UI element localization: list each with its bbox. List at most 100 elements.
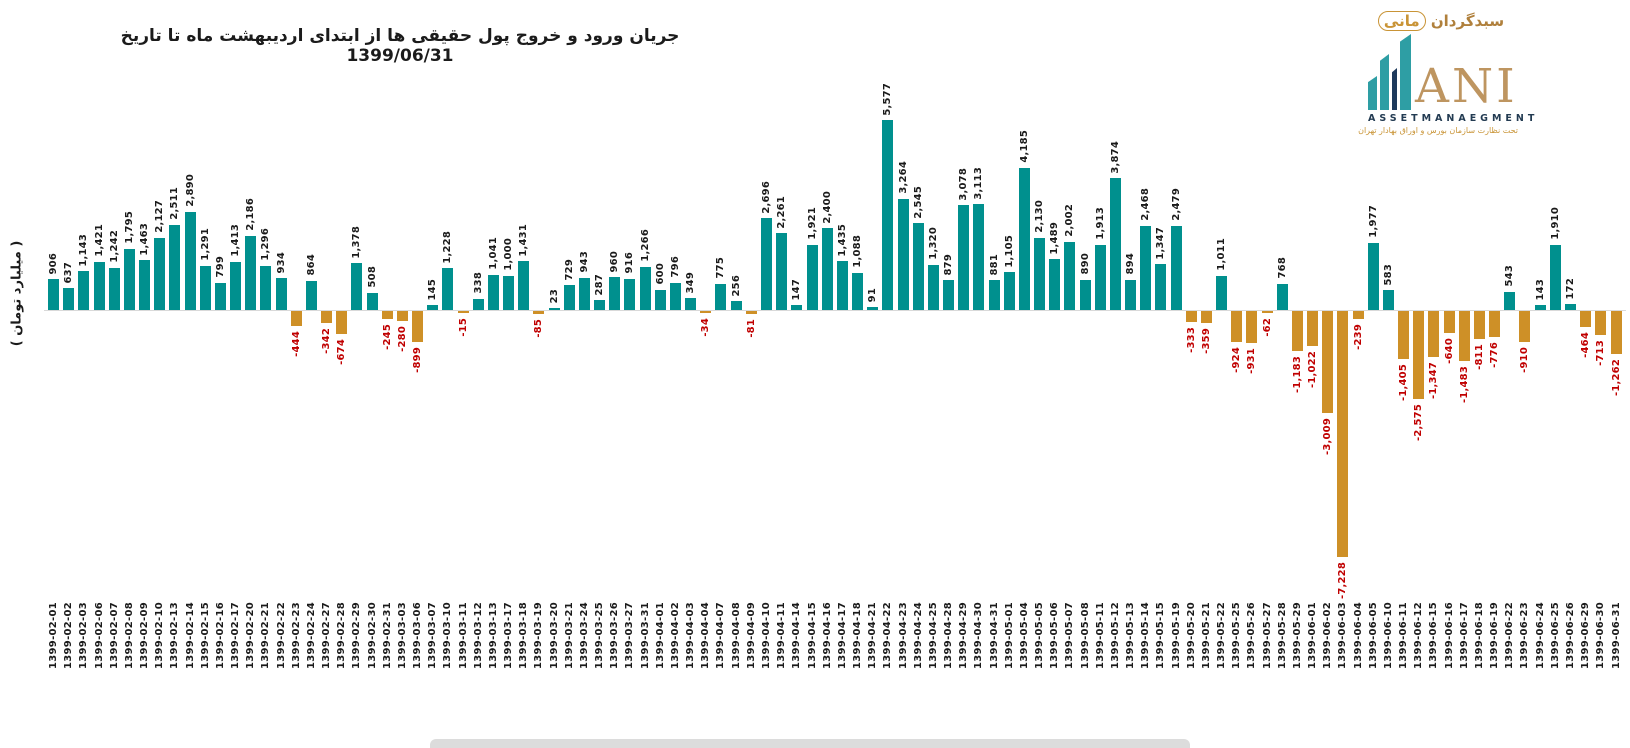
bar — [1094, 244, 1106, 310]
bar — [1580, 311, 1592, 327]
bar — [412, 311, 424, 342]
bar-value-label: 256 — [730, 274, 742, 297]
bar — [533, 311, 545, 314]
bar — [624, 278, 636, 310]
bar — [245, 235, 257, 310]
x-tick-label: 1399-04-08 — [730, 602, 742, 669]
bar — [1261, 311, 1273, 314]
bar-value-label: 916 — [624, 252, 636, 274]
bar — [594, 300, 606, 310]
x-tick-label: 1399-04-03 — [685, 602, 697, 669]
x-tick-label: 1399-04-23 — [897, 602, 909, 669]
x-tick-label: 1399-02-28 — [336, 602, 348, 669]
bar-value-label: 775 — [715, 257, 727, 279]
bar — [1519, 311, 1531, 342]
bar-value-label: -924 — [1231, 347, 1243, 374]
bar — [199, 266, 211, 310]
x-tick-label: 1399-05-05 — [1034, 602, 1046, 669]
x-tick-label: 1399-06-15 — [1428, 602, 1440, 669]
brand-regulator-text: تحت نظارت سازمان بورس و اوراق بهادار تهر… — [1358, 126, 1518, 135]
building-bars-icon — [1368, 34, 1411, 110]
bar-value-label: -34 — [700, 318, 712, 337]
x-tick-label: 1399-03-17 — [503, 602, 515, 669]
x-tick-label: 1399-06-11 — [1398, 602, 1410, 669]
x-tick-label: 1399-06-23 — [1519, 602, 1531, 669]
bar-value-label: 508 — [366, 266, 378, 288]
x-tick-label: 1399-02-23 — [290, 602, 302, 669]
bar — [715, 283, 727, 310]
x-tick-label: 1399-05-14 — [1140, 602, 1152, 669]
x-tick-label: 1399-03-06 — [412, 602, 424, 669]
x-tick-label: 1399-04-10 — [760, 602, 772, 669]
x-tick-label: 1399-04-09 — [745, 602, 757, 669]
x-tick-label: 1399-05-21 — [1200, 602, 1212, 669]
bar-value-label: 1,143 — [78, 233, 90, 267]
bar — [1155, 264, 1167, 310]
x-tick-label: 1399-03-24 — [578, 602, 590, 669]
x-tick-label: 1399-04-07 — [715, 602, 727, 669]
bar — [700, 311, 712, 313]
x-tick-label: 1399-05-12 — [1109, 602, 1121, 669]
bar-value-label: 799 — [214, 256, 226, 278]
bar — [381, 311, 393, 320]
bar-value-label: 143 — [1534, 278, 1546, 301]
x-tick-label: 1399-05-06 — [1049, 602, 1061, 669]
x-tick-label: 1399-05-25 — [1231, 602, 1243, 669]
bar-value-label: 2,511 — [169, 187, 181, 220]
x-tick-label: 1399-06-29 — [1580, 602, 1592, 669]
bar — [912, 223, 924, 310]
bar-value-label: -899 — [412, 346, 424, 373]
bar-value-label: 1,977 — [1367, 205, 1379, 238]
bar — [988, 280, 1000, 310]
bar-value-label: 147 — [791, 278, 803, 301]
bar — [123, 248, 135, 310]
bar — [1018, 167, 1030, 310]
bar-value-label: 3,874 — [1109, 140, 1121, 174]
x-tick-label: 1399-03-12 — [472, 602, 484, 669]
horizontal-scrollbar[interactable] — [430, 739, 1190, 748]
x-tick-label: 1399-03-07 — [427, 602, 439, 669]
bar-value-label: -713 — [1595, 340, 1607, 367]
bar-value-label: 864 — [305, 254, 317, 276]
bar-shape-icon — [1368, 76, 1377, 110]
bar — [427, 305, 439, 310]
bar-value-label: 960 — [609, 250, 621, 273]
bar-value-label: -1,022 — [1307, 350, 1319, 388]
bar — [1109, 178, 1121, 310]
bar — [1231, 311, 1243, 343]
bar — [1140, 226, 1152, 310]
brand-mani-farsi: مانی — [1377, 11, 1426, 31]
bar — [351, 263, 363, 310]
x-tick-label: 1399-06-04 — [1352, 602, 1364, 669]
x-tick-label: 1399-05-20 — [1185, 602, 1197, 669]
brand-logo: سبدگردان مانی ANI ASSETMANAEGMENT تحت نظ… — [1358, 11, 1534, 140]
bar-value-label: -674 — [336, 338, 348, 365]
bar — [1610, 311, 1622, 354]
bar-value-label: 637 — [63, 261, 75, 284]
bar-value-label: -15 — [457, 318, 469, 337]
x-tick-label: 1399-03-11 — [457, 602, 469, 669]
x-tick-label: 1399-02-03 — [78, 602, 90, 669]
x-tick-label: 1399-03-27 — [624, 602, 636, 669]
bar — [1079, 279, 1091, 310]
bar-value-label: -1,347 — [1428, 361, 1440, 399]
x-tick-label: 1399-03-31 — [639, 602, 651, 669]
bar-value-label: 600 — [654, 263, 666, 285]
bar — [472, 298, 484, 310]
x-tick-label: 1399-05-22 — [1216, 602, 1228, 669]
bar — [503, 276, 515, 310]
x-tick-label: 1399-02-27 — [321, 602, 333, 669]
bar-value-label: 2,127 — [154, 200, 166, 233]
bar — [1504, 291, 1516, 310]
bar — [169, 224, 181, 310]
bar — [1458, 311, 1470, 362]
bar-shape-icon — [1400, 34, 1411, 110]
bar-value-label: -1,262 — [1610, 358, 1622, 396]
x-tick-label: 1399-06-19 — [1489, 602, 1501, 669]
bar — [260, 265, 272, 310]
bar — [1291, 311, 1303, 352]
bar-value-label: 2,545 — [912, 185, 924, 219]
x-tick-label: 1399-06-17 — [1458, 602, 1470, 669]
bar — [806, 244, 818, 310]
